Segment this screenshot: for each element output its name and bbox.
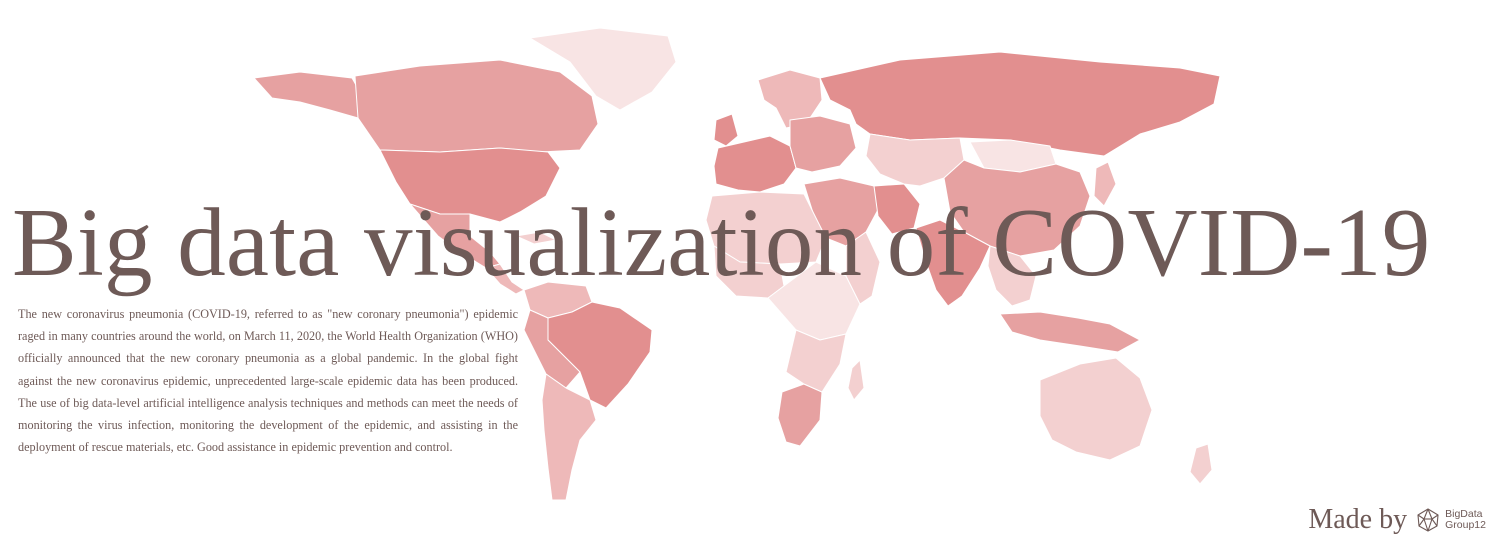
made-by-label: Made by bbox=[1308, 504, 1408, 535]
region-mexico bbox=[409, 203, 501, 269]
region-russia bbox=[819, 51, 1221, 157]
region-greenland bbox=[529, 27, 677, 111]
region-japan bbox=[1093, 161, 1117, 207]
credit: Made by BigData Group12 bbox=[1308, 502, 1486, 538]
region-north-africa bbox=[705, 191, 827, 265]
region-central-africa bbox=[767, 261, 861, 341]
region-east-africa bbox=[845, 231, 881, 305]
region-uk-ireland bbox=[713, 113, 739, 147]
region-south-central-africa bbox=[785, 329, 847, 393]
group-logo: BigData Group12 bbox=[1415, 507, 1486, 533]
region-kazakhstan-central-asia bbox=[865, 133, 965, 187]
region-argentina-chile bbox=[541, 373, 597, 501]
region-australia bbox=[1039, 357, 1153, 461]
region-canada bbox=[354, 59, 599, 153]
logo-text: BigData Group12 bbox=[1445, 509, 1486, 531]
region-alaska bbox=[253, 71, 361, 119]
logo-line-1: BigData bbox=[1445, 508, 1483, 520]
region-eastern-europe bbox=[789, 115, 857, 173]
region-peru-bolivia bbox=[523, 309, 581, 389]
intro-paragraph: The new coronavirus pneumonia (COVID-19,… bbox=[18, 307, 518, 455]
region-southern-africa bbox=[777, 383, 823, 447]
region-indonesia bbox=[999, 311, 1141, 353]
logo-line-2: Group12 bbox=[1445, 519, 1486, 531]
region-india bbox=[915, 219, 991, 307]
page-title: Big data visualization of COVID-19 bbox=[12, 189, 1431, 296]
region-southeast-asia bbox=[987, 245, 1037, 307]
region-western-europe bbox=[713, 135, 797, 193]
network-sphere-icon bbox=[1415, 507, 1441, 533]
region-madagascar bbox=[847, 359, 865, 401]
region-new-zealand bbox=[1189, 443, 1213, 485]
region-caribbean bbox=[515, 231, 557, 245]
